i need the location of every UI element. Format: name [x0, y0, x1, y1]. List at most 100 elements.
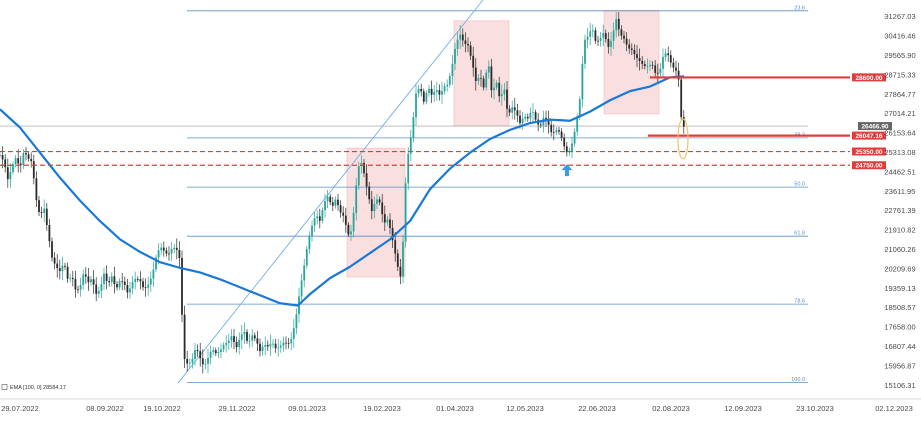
candle-body [48, 224, 51, 242]
candle-body [435, 90, 438, 92]
candle-body [51, 241, 53, 258]
candle-body [503, 89, 506, 95]
candle-body [230, 336, 233, 341]
candle-body [134, 279, 137, 283]
legend-settings-icon[interactable] [1, 384, 8, 390]
current-price-tag [858, 122, 892, 131]
candle-body [199, 351, 202, 359]
price-level-tag [852, 131, 886, 140]
x-tick-label: 19.10.2022 [143, 404, 181, 413]
candle-body [178, 249, 181, 259]
y-tick-label: 19359.13 [884, 284, 915, 293]
candle-body [272, 343, 274, 345]
fib-label: 50.0 [794, 182, 805, 188]
candle-body [170, 249, 173, 254]
current-price-label: 26466.90 [861, 123, 888, 130]
candle-body [370, 199, 373, 212]
candle-body [305, 249, 308, 266]
candle-body [6, 167, 9, 180]
candle-body [19, 163, 22, 166]
candle-body [456, 39, 459, 49]
candle-body [599, 37, 602, 41]
candle-body [35, 178, 38, 201]
candle-body [25, 153, 27, 155]
candle-body [355, 185, 358, 213]
candle-body [155, 257, 157, 270]
candle-body [555, 130, 558, 133]
candle-body [521, 118, 524, 124]
candle-body [194, 349, 196, 359]
candle-body [604, 33, 607, 39]
candle-body [17, 158, 20, 164]
fib-label: 78.6 [794, 299, 805, 305]
candle-body [32, 161, 35, 179]
candle-body [560, 131, 563, 138]
candle-body [103, 273, 105, 284]
candle-body [352, 212, 355, 232]
candle-body [669, 55, 672, 63]
candle-body [61, 265, 64, 272]
candle-body [394, 240, 397, 254]
fib-label: 100.0 [791, 377, 805, 383]
candle-body [212, 350, 215, 353]
candle-body [422, 91, 425, 102]
candle-body [594, 30, 597, 41]
x-tick-label: 23.10.2023 [796, 404, 834, 413]
candle-body [415, 93, 417, 118]
candle-body [534, 112, 537, 120]
price-level-tag [852, 147, 886, 156]
candle-body [368, 186, 371, 200]
candle-body [121, 281, 124, 283]
candle-body [430, 88, 433, 95]
candle-body [383, 214, 386, 223]
y-tick-label: 27864.77 [884, 90, 915, 99]
candle-body [188, 362, 191, 364]
candle-body [175, 247, 178, 250]
y-tick-label: 30416.46 [884, 32, 915, 41]
candle-body [630, 48, 633, 50]
candle-body [144, 287, 147, 289]
candle-body [40, 211, 43, 213]
candle-body [0, 154, 1, 156]
price-level-tag-label: 25350.00 [855, 149, 882, 156]
candle-body [334, 199, 337, 206]
candle-body [53, 257, 56, 264]
candle-body [459, 34, 462, 40]
candle-body [38, 200, 40, 212]
candle-body [259, 343, 261, 352]
candle-body [113, 276, 116, 285]
candle-body [480, 77, 482, 79]
candle-body [238, 339, 241, 348]
candle-body [256, 338, 259, 344]
candle-body [472, 55, 475, 68]
candle-body [578, 99, 581, 118]
candle-body [412, 117, 415, 138]
candle-body [285, 342, 287, 344]
candle-body [591, 30, 594, 32]
candle-body [402, 241, 404, 277]
candle-body [404, 183, 407, 242]
y-tick-label: 31267.03 [884, 12, 915, 21]
ema-100-line [0, 75, 685, 307]
candle-body [56, 263, 59, 269]
trend-line [177, 0, 484, 384]
candle-body [373, 203, 376, 212]
candle-body [344, 215, 347, 225]
candle-body [116, 284, 118, 288]
candle-body [97, 290, 100, 294]
candle-body [524, 116, 527, 119]
candle-body [646, 66, 649, 67]
candle-body [508, 108, 511, 113]
candle-body [321, 210, 324, 221]
x-tick-label: 08.09.2022 [86, 404, 124, 413]
candle-body [290, 338, 293, 344]
y-tick-label: 28715.33 [884, 70, 915, 79]
y-tick-label: 23611.95 [885, 187, 916, 196]
candle-body [610, 40, 612, 47]
candle-body [183, 314, 186, 359]
candle-body [191, 358, 194, 363]
candle-body [381, 202, 384, 215]
candle-body [292, 328, 295, 339]
